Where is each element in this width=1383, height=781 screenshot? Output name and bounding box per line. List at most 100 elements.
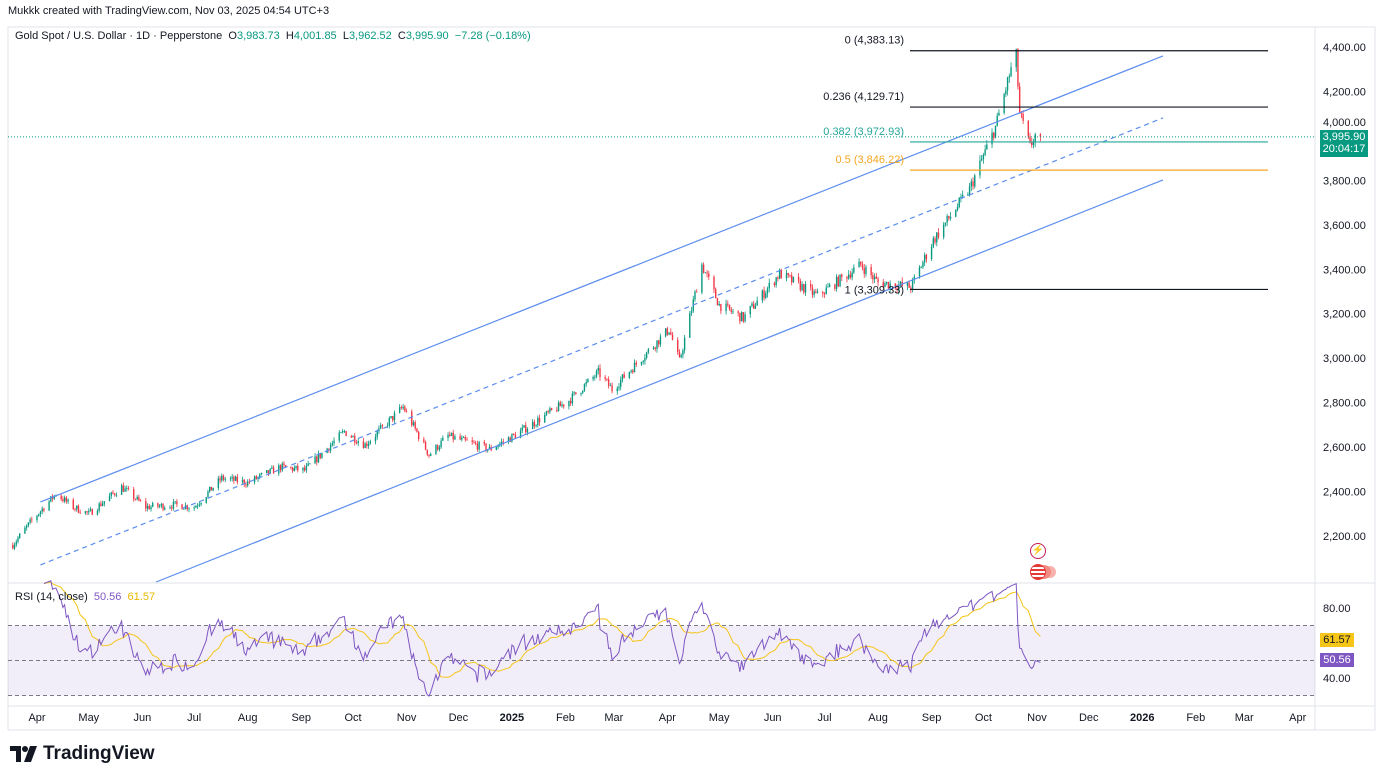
candle-body	[804, 284, 807, 293]
low-label: L	[342, 30, 349, 42]
candle-body	[428, 454, 430, 456]
candle-body	[126, 488, 128, 490]
candle-body	[789, 275, 791, 276]
candle-body	[405, 411, 408, 413]
fib-label-0.236: 0.236 (4,129.71)	[823, 91, 904, 103]
candle-body	[785, 273, 788, 279]
candle-body	[980, 159, 983, 161]
candle-body	[960, 196, 962, 198]
candle-body	[775, 277, 777, 286]
candle-body	[873, 276, 876, 280]
candle-body	[436, 445, 439, 450]
time-tick-label: Apr	[659, 712, 676, 724]
rsi-tick-label: 80.00	[1323, 603, 1351, 615]
candle-body	[36, 515, 38, 521]
candle-body	[412, 422, 415, 426]
candle-body	[923, 254, 926, 262]
channel-lower-line	[155, 179, 1164, 583]
candle-body	[500, 441, 503, 444]
candle-body	[174, 501, 176, 503]
candle-body	[195, 506, 197, 508]
candle-body	[303, 467, 306, 471]
candle-body	[865, 267, 867, 274]
open-value: 3,983.73	[236, 30, 280, 42]
candle-body	[595, 370, 598, 377]
candle-body	[402, 406, 404, 409]
candle-body	[43, 508, 45, 511]
candle-body	[715, 289, 717, 299]
candle-body	[645, 352, 648, 358]
candle-body	[861, 264, 864, 269]
high-label: H	[285, 30, 294, 42]
rsi-label[interactable]: RSI (14, close)	[15, 591, 88, 603]
candle-body	[25, 525, 28, 528]
candle-body	[1008, 76, 1011, 78]
candle-body	[730, 309, 732, 312]
candle-body	[48, 501, 50, 511]
candle-body	[217, 478, 220, 488]
candle-body	[369, 441, 372, 444]
candle-body	[15, 541, 17, 545]
candle-body	[666, 328, 669, 335]
candle-body	[823, 293, 826, 295]
candle-body	[1032, 142, 1035, 146]
candle-body	[354, 435, 356, 443]
candle-body	[993, 132, 995, 138]
candle-body	[659, 336, 662, 345]
candle-body	[1029, 136, 1031, 143]
tradingview-logo[interactable]: TradingView	[10, 743, 155, 765]
us-flag-event-icon[interactable]	[1030, 564, 1046, 580]
time-tick-label: Aug	[868, 712, 888, 724]
time-tick-label: Mar	[604, 712, 623, 724]
candle-body	[816, 291, 819, 293]
candle-body	[587, 378, 589, 382]
candle-body	[309, 463, 311, 465]
candle-body	[133, 489, 135, 500]
candle-body	[307, 463, 309, 466]
candle-body	[834, 284, 836, 289]
candle-body	[181, 504, 183, 510]
candle-body	[198, 504, 201, 506]
time-tick-label: Oct	[975, 712, 992, 724]
candle-body	[271, 467, 273, 469]
candle-body	[1039, 134, 1042, 137]
candle-body	[176, 501, 178, 505]
candle-body	[79, 512, 81, 514]
time-tick-label: Sep	[922, 712, 942, 724]
candle-body	[875, 276, 878, 279]
candle-body	[958, 197, 960, 208]
candle-body	[754, 305, 757, 309]
symbol-title[interactable]: Gold Spot / U.S. Dollar · 1D · Peppersto…	[15, 30, 223, 42]
fib-label-0: 0 (4,383.13)	[845, 35, 904, 47]
candle-body	[65, 497, 68, 502]
candle-body	[449, 434, 451, 436]
candle-body	[138, 496, 140, 501]
candle-body	[416, 428, 418, 432]
candle-body	[739, 312, 741, 322]
candle-body	[100, 503, 102, 506]
candle-body	[860, 261, 862, 265]
candle-body	[568, 401, 570, 407]
candle-body	[797, 276, 800, 281]
candle-body	[450, 432, 453, 436]
candle-body	[27, 522, 30, 526]
candle-body	[585, 381, 587, 385]
candle-body	[333, 440, 335, 444]
candle-body	[922, 261, 924, 268]
candle-body	[908, 282, 910, 288]
candle-body	[749, 305, 751, 315]
candle-body	[259, 474, 261, 478]
channel-upper-line	[40, 55, 1164, 503]
candle-body	[290, 466, 292, 468]
candle-body	[621, 374, 624, 380]
candle-body	[483, 441, 485, 444]
candle-body	[386, 425, 389, 427]
candle-body	[291, 467, 294, 471]
candle-body	[525, 425, 527, 433]
candle-body	[668, 332, 670, 335]
flash-icon[interactable]: ⚡	[1030, 543, 1046, 559]
time-tick-label: Jun	[764, 712, 782, 724]
candle-body	[76, 505, 78, 510]
candle-body	[374, 436, 377, 442]
